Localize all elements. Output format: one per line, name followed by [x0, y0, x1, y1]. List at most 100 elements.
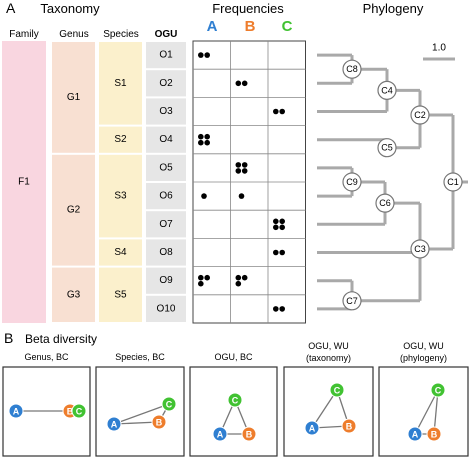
- ogu-cell: [146, 154, 186, 181]
- node-label: C1: [447, 177, 459, 187]
- sample-point-a: A: [407, 426, 423, 442]
- point-label: A: [13, 407, 20, 417]
- sample-point-a: A: [8, 403, 24, 419]
- node-label: C7: [346, 296, 358, 306]
- node-circle: [342, 172, 362, 192]
- point-label: C: [232, 396, 239, 406]
- ogu-cell: [146, 98, 186, 125]
- point-circle: [161, 396, 177, 412]
- sample-point-b: B: [151, 414, 167, 430]
- ogu-label: O7: [159, 219, 173, 230]
- species-label: S2: [114, 134, 127, 145]
- count-dot: [204, 139, 210, 146]
- count-dot: [273, 224, 279, 231]
- family-cell: [2, 41, 46, 323]
- beta-plot-frame: [378, 366, 469, 457]
- sample-point-a: A: [106, 416, 122, 432]
- frequencies-title: Frequencies: [212, 1, 284, 16]
- sample-label-a: A: [207, 18, 218, 35]
- species-cell: [99, 126, 142, 153]
- species-cell: [99, 267, 142, 322]
- node-label: C4: [381, 85, 393, 95]
- beta-plot-frame: [95, 366, 185, 457]
- count-dot: [235, 280, 242, 287]
- beta-plot-label: OGU, BC: [214, 352, 253, 362]
- sample-label-c: C: [282, 18, 293, 35]
- node-label: C3: [414, 244, 426, 254]
- count-dot: [235, 168, 242, 174]
- ogu-label: O2: [159, 78, 173, 89]
- count-dot: [241, 274, 248, 281]
- point-label: C: [334, 386, 341, 396]
- sample-point-c: C: [430, 382, 446, 398]
- sample-point-c: C: [329, 382, 345, 398]
- ogu-cell: [146, 267, 186, 294]
- node-circle: [443, 172, 463, 192]
- taxonomy-title: Taxonomy: [40, 1, 100, 16]
- beta-plot-3: OGU, BC A B C: [189, 352, 278, 457]
- genus-column-header: Genus: [59, 29, 88, 40]
- species-cell: [99, 239, 142, 266]
- count-dot: [241, 162, 248, 168]
- ogu-label: O5: [159, 162, 173, 173]
- sample-label-b: B: [245, 18, 256, 35]
- point-label: C: [166, 400, 173, 410]
- point-label: B: [431, 430, 438, 440]
- count-dot: [204, 52, 210, 58]
- count-dot: [241, 80, 248, 87]
- count-dot: [235, 80, 242, 87]
- node-label: C5: [381, 143, 393, 153]
- beta-plot-4: OGU, WU (taxonomy) A B C: [283, 341, 374, 457]
- point-circle: [71, 403, 87, 419]
- point-circle: [304, 420, 320, 436]
- point-label: A: [217, 430, 224, 440]
- point-circle: [430, 382, 446, 398]
- count-dot: [238, 193, 245, 199]
- point-circle: [227, 392, 243, 408]
- scale-bar-label: 1.0: [432, 43, 446, 54]
- panel-b-letter: B: [4, 330, 13, 346]
- node-label: C2: [414, 110, 426, 120]
- count-dot: [198, 274, 204, 281]
- count-dot: [198, 52, 204, 58]
- point-circle: [8, 403, 24, 419]
- count-dot: [279, 108, 286, 115]
- species-cell: [99, 42, 142, 125]
- node-circle: [377, 80, 397, 100]
- count-dot: [279, 224, 286, 231]
- point-circle: [212, 426, 228, 442]
- node-circle: [375, 193, 395, 213]
- beta-plot-label: OGU, WU: [308, 341, 349, 351]
- sample-point-a: A: [304, 420, 320, 436]
- count-dot: [273, 108, 279, 115]
- count-dot: [279, 249, 286, 256]
- node-circle: [410, 239, 430, 259]
- count-dot: [235, 274, 242, 281]
- phylogeny-title: Phylogeny: [363, 1, 424, 16]
- taxonomy-table: F1 G1 G2 G3 S1 S2 S3 S4 S5 O1 O2 O3 O4 O5 O6 O7 O8 O9 O10: [2, 41, 186, 323]
- count-dot: [198, 280, 204, 287]
- count-dot: [241, 168, 248, 174]
- count-dot: [204, 133, 210, 140]
- ogu-column-header: OGU: [155, 29, 178, 40]
- point-label: A: [309, 424, 316, 434]
- ogu-label: O8: [159, 247, 173, 258]
- tree-node-c7: C7: [342, 291, 362, 311]
- sample-header-c: C: [282, 18, 293, 35]
- sample-point-c: C: [161, 396, 177, 412]
- point-label: B: [246, 430, 253, 440]
- family-column-header: Family: [9, 29, 38, 40]
- point-circle: [341, 418, 357, 434]
- point-label: C: [435, 386, 442, 396]
- beta-plot-frame: [283, 366, 374, 457]
- node-circle: [410, 105, 430, 125]
- beta-plot-label: Species, BC: [115, 352, 165, 362]
- point-label: A: [111, 420, 118, 430]
- beta-plot-frame: [189, 366, 278, 457]
- beta-plot-label: (taxonomy): [306, 353, 351, 363]
- point-circle: [241, 426, 257, 442]
- point-circle: [407, 426, 423, 442]
- node-label: C6: [379, 198, 391, 208]
